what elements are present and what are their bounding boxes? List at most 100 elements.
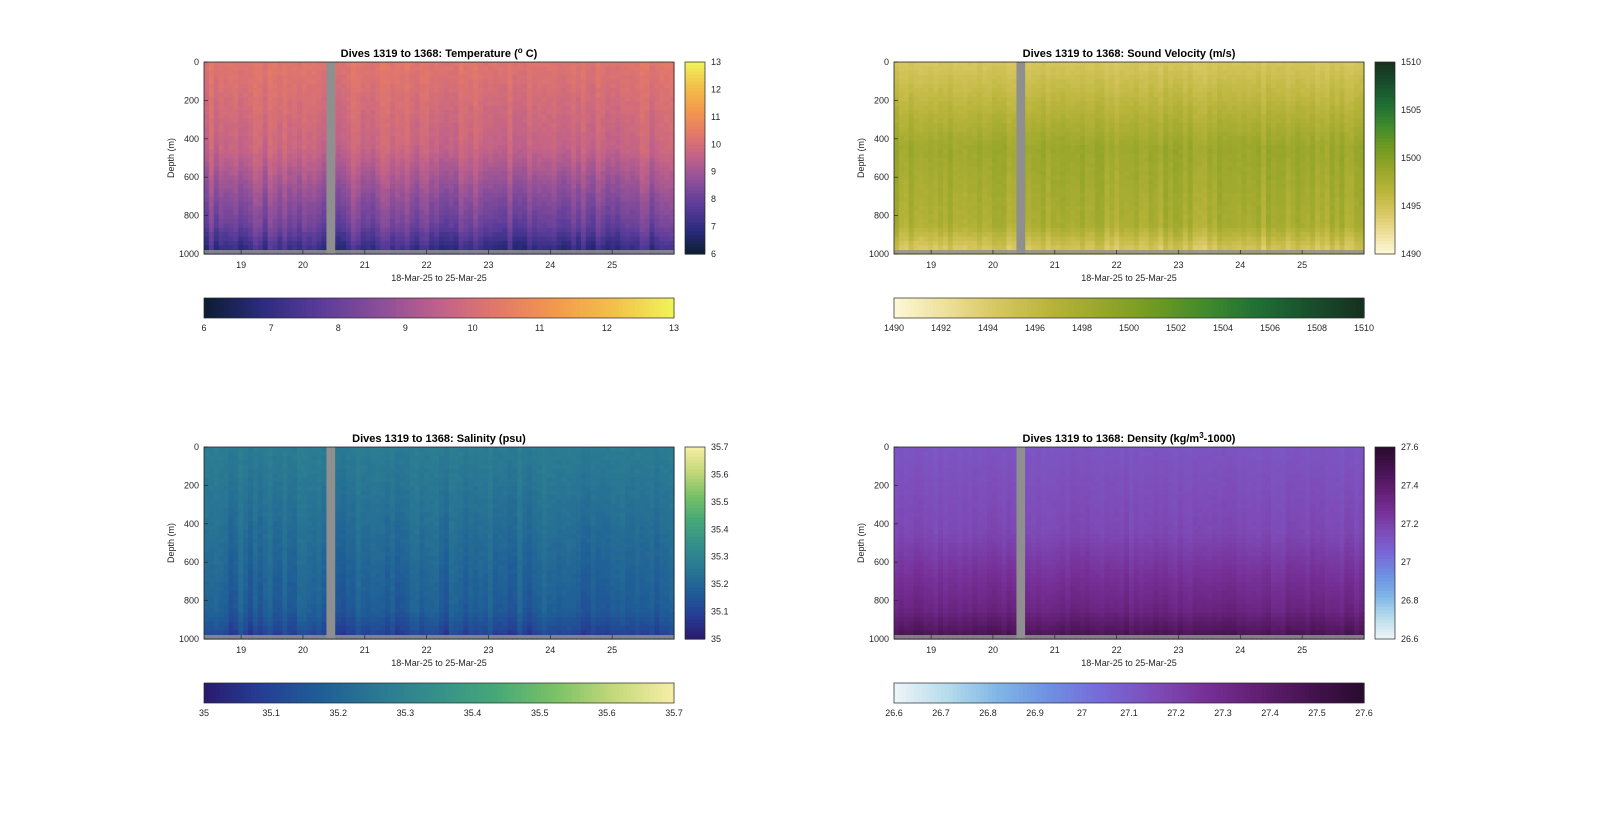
heatmap-cell xyxy=(400,149,406,154)
heatmap-cell xyxy=(576,241,582,246)
heatmap-cell xyxy=(292,75,298,80)
heatmap-cell xyxy=(635,119,641,124)
heatmap-cell xyxy=(375,171,381,176)
heatmap-cell xyxy=(424,66,430,71)
heatmap-cell xyxy=(576,162,582,167)
heatmap-cell xyxy=(459,237,465,242)
heatmap-cell xyxy=(664,215,670,220)
heatmap-cell xyxy=(650,88,656,93)
heatmap-cell xyxy=(576,215,582,220)
heatmap-cell xyxy=(953,66,959,71)
heatmap-cell xyxy=(650,162,656,167)
heatmap-cell xyxy=(238,158,244,163)
heatmap-cell xyxy=(620,101,626,106)
heatmap-cell xyxy=(620,180,626,185)
heatmap-cell xyxy=(532,114,538,119)
heatmap-cell xyxy=(287,206,293,211)
heatmap-cell xyxy=(566,245,572,250)
heatmap-cell xyxy=(351,175,357,180)
heatmap-cell xyxy=(664,245,670,250)
colorbar-swatch xyxy=(604,298,609,318)
heatmap-cell xyxy=(586,215,592,220)
heatmap-cell xyxy=(591,223,597,228)
heatmap-cell xyxy=(268,158,274,163)
heatmap-cell xyxy=(277,171,283,176)
colorbar-swatch xyxy=(510,298,515,318)
heatmap-cell xyxy=(454,106,460,111)
heatmap-cell xyxy=(415,141,421,146)
heatmap-cell xyxy=(904,119,910,124)
heatmap-cell xyxy=(561,145,567,150)
heatmap-cell xyxy=(375,136,381,141)
heatmap-cell xyxy=(527,206,533,211)
heatmap-cell xyxy=(483,79,489,84)
heatmap-cell xyxy=(581,167,587,172)
heatmap-cell xyxy=(463,97,469,102)
heatmap-cell xyxy=(532,66,538,71)
heatmap-cell xyxy=(547,215,553,220)
heatmap-cell xyxy=(341,171,347,176)
heatmap-cell xyxy=(918,154,924,159)
heatmap-cell xyxy=(615,228,621,233)
heatmap-cell xyxy=(258,175,264,180)
heatmap-cell xyxy=(400,223,406,228)
heatmap-cell xyxy=(566,79,572,84)
heatmap-cell xyxy=(635,132,641,137)
heatmap-cell xyxy=(483,145,489,150)
heatmap-cell xyxy=(439,123,445,128)
heatmap-cell xyxy=(909,119,915,124)
heatmap-cell xyxy=(904,62,910,67)
heatmap-cell xyxy=(405,154,411,159)
heatmap-cell xyxy=(214,136,220,141)
heatmap-cell xyxy=(219,132,225,137)
heatmap-cell xyxy=(620,167,626,172)
heatmap-cell xyxy=(517,141,523,146)
heatmap-cell xyxy=(557,210,563,215)
heatmap-cell xyxy=(400,71,406,76)
heatmap-cell xyxy=(605,206,611,211)
heatmap-cell xyxy=(454,101,460,106)
heatmap-cell xyxy=(459,141,465,146)
heatmap-cell xyxy=(454,210,460,215)
heatmap-cell xyxy=(918,132,924,137)
heatmap-cell xyxy=(601,75,607,80)
heatmap-cell xyxy=(508,245,514,250)
heatmap-cell xyxy=(463,71,469,76)
heatmap-cell xyxy=(444,167,450,172)
heatmap-cell xyxy=(899,149,905,154)
heatmap-cell xyxy=(209,84,215,89)
heatmap-cell xyxy=(366,167,372,172)
heatmap-cell xyxy=(650,149,656,154)
heatmap-cell xyxy=(909,184,915,189)
heatmap-cell xyxy=(282,145,288,150)
heatmap-cell xyxy=(454,79,460,84)
heatmap-cell xyxy=(263,93,269,98)
heatmap-cell xyxy=(219,97,225,102)
heatmap-cell xyxy=(385,88,391,93)
heatmap-cell xyxy=(317,197,323,202)
heatmap-cell xyxy=(576,71,582,76)
heatmap-cell xyxy=(542,241,548,246)
heatmap-cell xyxy=(650,66,656,71)
heatmap-cell xyxy=(914,193,920,198)
heatmap-cell xyxy=(292,245,298,250)
colorbar-swatch xyxy=(243,298,248,318)
heatmap-cell xyxy=(591,232,597,237)
heatmap-cell xyxy=(204,154,210,159)
heatmap-cell xyxy=(498,241,504,246)
heatmap-cell xyxy=(297,241,303,246)
heatmap-cell xyxy=(429,75,435,80)
heatmap-cell xyxy=(909,223,915,228)
heatmap-cell xyxy=(385,184,391,189)
heatmap-cell xyxy=(943,114,949,119)
heatmap-cell xyxy=(273,127,279,132)
heatmap-cell xyxy=(209,184,215,189)
heatmap-cell xyxy=(459,228,465,233)
heatmap-cell xyxy=(512,171,518,176)
heatmap-cell xyxy=(277,119,283,124)
heatmap-cell xyxy=(439,145,445,150)
heatmap-cell xyxy=(361,149,367,154)
heatmap-cell xyxy=(899,175,905,180)
heatmap-cell xyxy=(645,245,651,250)
heatmap-cell xyxy=(248,154,254,159)
